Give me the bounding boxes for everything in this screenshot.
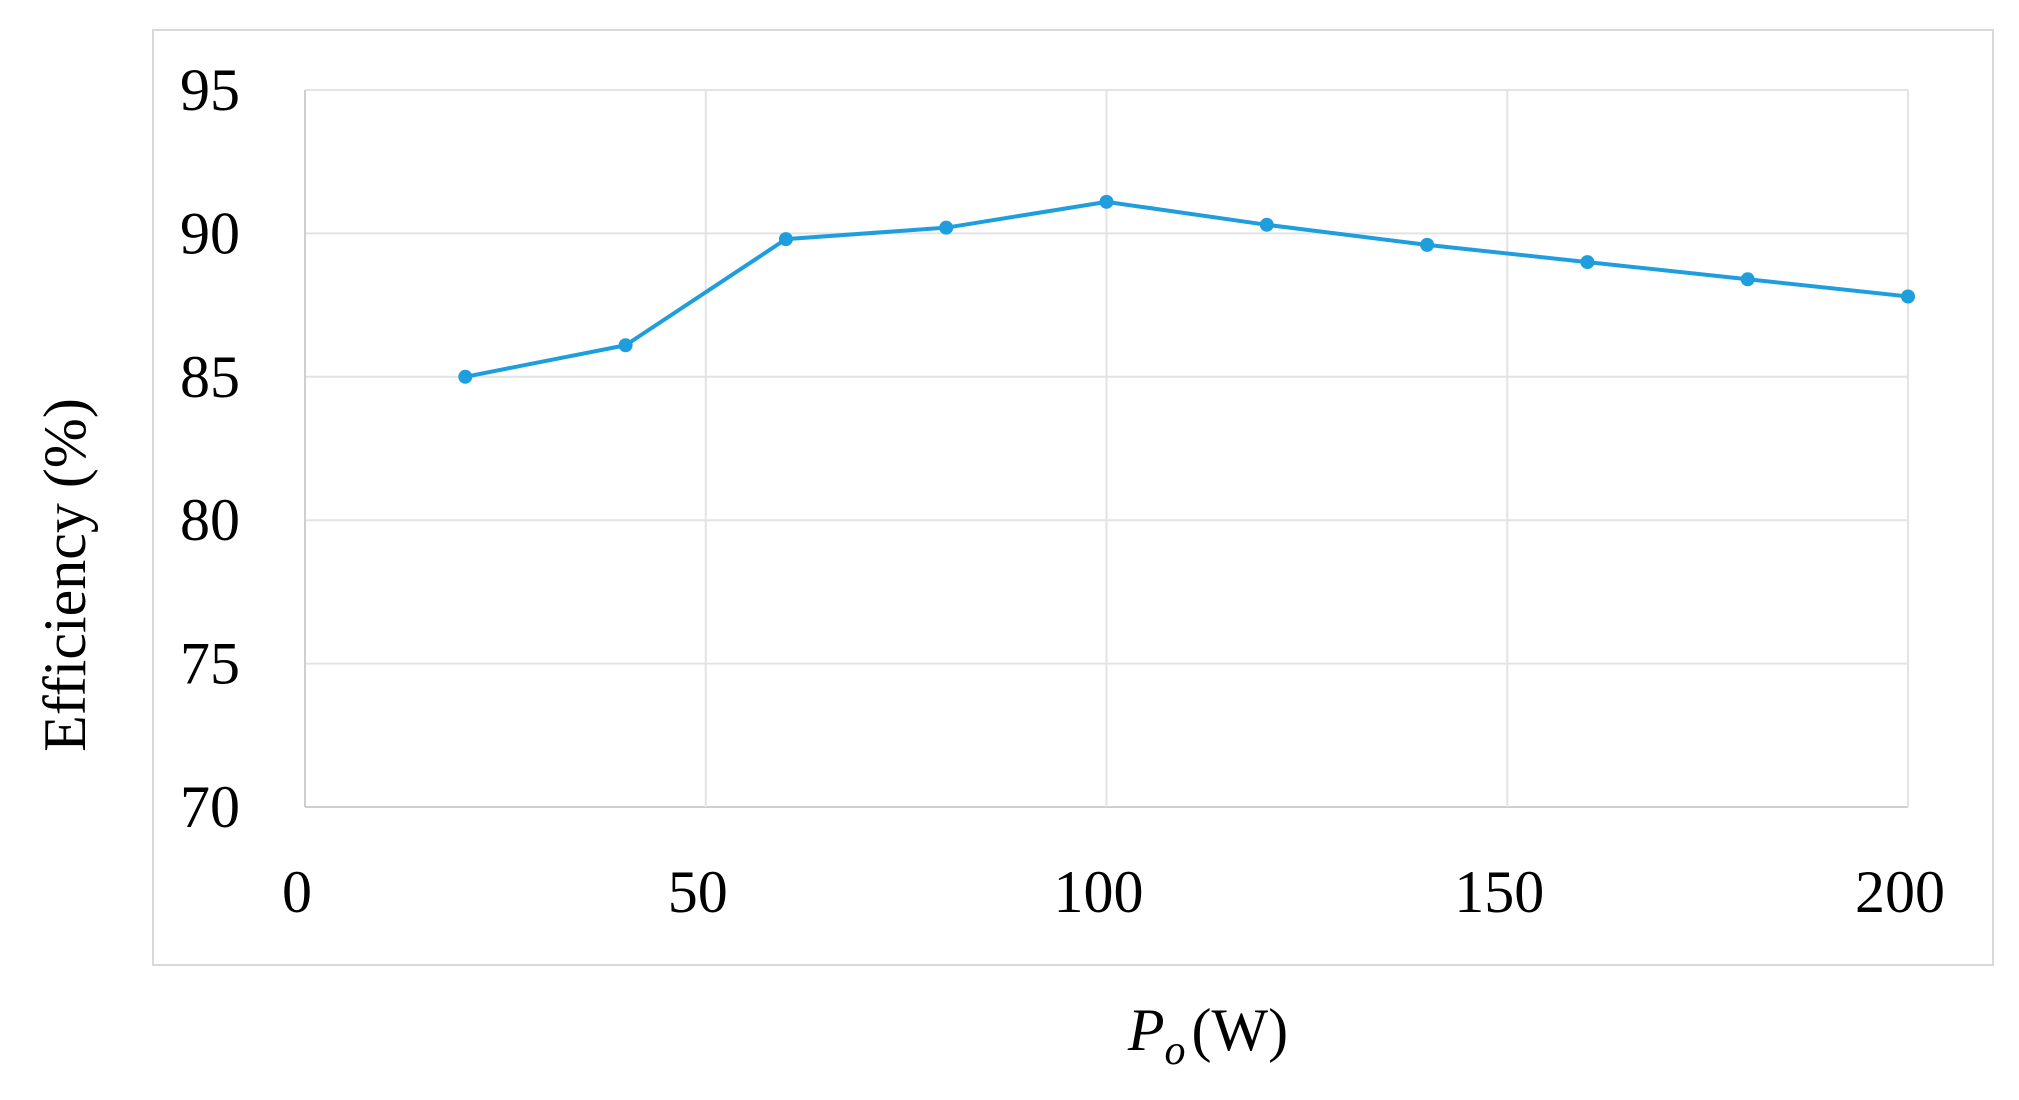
x-axis-subscript: o — [1165, 1028, 1186, 1074]
tick-labels: 70 75 80 85 90 95 0 50 100 150 200 — [180, 57, 1945, 925]
y-tick-label-75: 75 — [180, 631, 240, 697]
data-point-160 — [1580, 255, 1595, 270]
y-tick-label-90: 90 — [180, 200, 240, 266]
data-point-140 — [1420, 237, 1435, 252]
y-tick-label-80: 80 — [180, 487, 240, 553]
data-point-60 — [778, 232, 793, 247]
data-point-120 — [1259, 217, 1274, 232]
x-axis-title: Po (W) — [1127, 997, 1288, 1074]
data-point-100 — [1099, 194, 1114, 209]
data-point-180 — [1740, 272, 1755, 287]
data-point-20 — [458, 369, 473, 384]
x-axis-unit: (W) — [1192, 997, 1289, 1063]
y-tick-label-85: 85 — [180, 344, 240, 410]
grid-lines — [304, 89, 1909, 808]
data-point-80 — [939, 220, 954, 235]
chart-outer-frame — [152, 29, 1994, 966]
data-point-200 — [1901, 289, 1915, 304]
y-axis-title: Efficiency (%) — [32, 398, 98, 752]
y-tick-label-95: 95 — [180, 57, 240, 123]
x-tick-label-50: 50 — [668, 859, 728, 925]
x-tick-label-0: 0 — [282, 859, 312, 925]
x-tick-label-150: 150 — [1454, 859, 1544, 925]
series-line-1 — [464, 199, 1909, 379]
x-axis-symbol: P — [1127, 997, 1165, 1063]
series-group — [458, 194, 1915, 384]
x-tick-label-100: 100 — [1054, 859, 1144, 925]
y-tick-label-70: 70 — [180, 774, 240, 840]
x-tick-label-200: 200 — [1855, 859, 1945, 925]
data-point-40 — [618, 338, 633, 353]
